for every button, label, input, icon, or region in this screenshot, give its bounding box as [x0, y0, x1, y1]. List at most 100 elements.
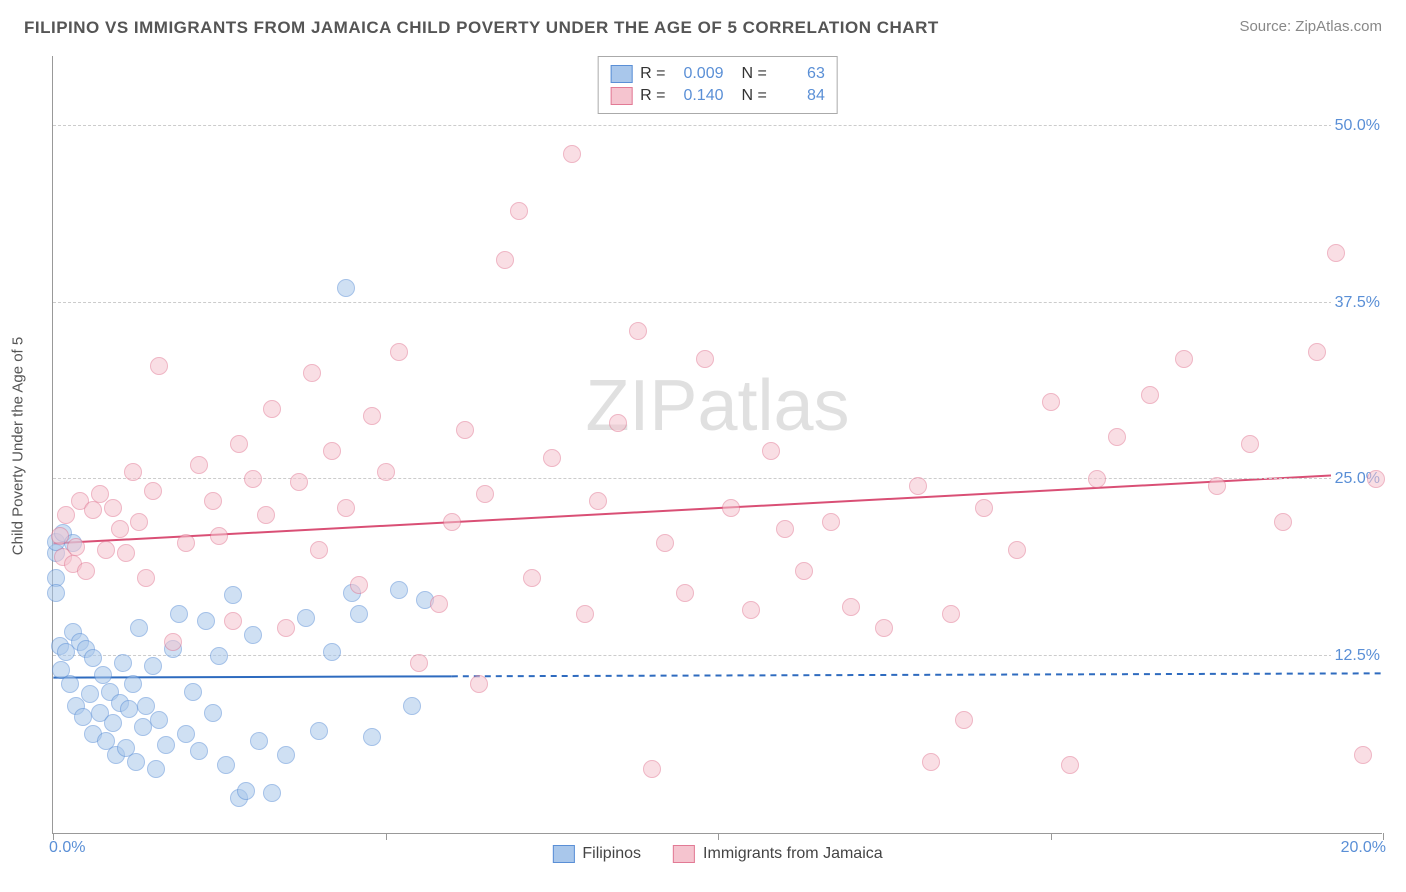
- scatter-point: [403, 697, 421, 715]
- scatter-point: [170, 605, 188, 623]
- scatter-point: [643, 760, 661, 778]
- scatter-point: [337, 279, 355, 297]
- scatter-point: [297, 609, 315, 627]
- scatter-point: [470, 675, 488, 693]
- scatter-point: [842, 598, 860, 616]
- scatter-point: [975, 499, 993, 517]
- scatter-point: [190, 742, 208, 760]
- scatter-point: [81, 685, 99, 703]
- scatter-point: [942, 605, 960, 623]
- chart-title: FILIPINO VS IMMIGRANTS FROM JAMAICA CHIL…: [24, 18, 939, 38]
- legend-label: Immigrants from Jamaica: [703, 845, 883, 863]
- legend-swatch: [673, 845, 695, 863]
- scatter-point: [237, 782, 255, 800]
- scatter-point: [722, 499, 740, 517]
- scatter-point: [144, 482, 162, 500]
- scatter-point: [656, 534, 674, 552]
- scatter-point: [230, 435, 248, 453]
- legend-swatch: [552, 845, 574, 863]
- scatter-point: [1141, 386, 1159, 404]
- watermark: ZIPatlas: [585, 365, 849, 447]
- scatter-point: [190, 456, 208, 474]
- scatter-point: [210, 527, 228, 545]
- scatter-point: [410, 654, 428, 672]
- stats-row: R =0.140N =84: [610, 85, 825, 107]
- scatter-point: [363, 728, 381, 746]
- plot-area: ZIPatlas R =0.009N =63R =0.140N =84 0.0%…: [52, 56, 1382, 834]
- scatter-point: [130, 513, 148, 531]
- scatter-point: [91, 485, 109, 503]
- scatter-point: [1354, 746, 1372, 764]
- scatter-point: [57, 506, 75, 524]
- scatter-point: [456, 421, 474, 439]
- scatter-point: [510, 202, 528, 220]
- scatter-point: [84, 649, 102, 667]
- scatter-point: [363, 407, 381, 425]
- scatter-point: [277, 746, 295, 764]
- y-axis-label: Child Poverty Under the Age of 5: [10, 337, 27, 555]
- scatter-point: [94, 666, 112, 684]
- scatter-point: [127, 753, 145, 771]
- scatter-point: [955, 711, 973, 729]
- scatter-point: [390, 343, 408, 361]
- stat-r-value: 0.009: [674, 65, 724, 83]
- x-tick: [1383, 833, 1384, 840]
- scatter-point: [350, 576, 368, 594]
- y-tick-label: 12.5%: [1331, 647, 1384, 665]
- scatter-point: [150, 357, 168, 375]
- scatter-point: [263, 400, 281, 418]
- scatter-point: [204, 492, 222, 510]
- stat-r-label: R =: [640, 65, 665, 83]
- stat-r-label: R =: [640, 87, 665, 105]
- stat-n-value: 63: [775, 65, 825, 83]
- stat-r-value: 0.140: [674, 87, 724, 105]
- scatter-point: [263, 784, 281, 802]
- scatter-point: [337, 499, 355, 517]
- scatter-point: [310, 722, 328, 740]
- scatter-point: [430, 595, 448, 613]
- scatter-point: [323, 442, 341, 460]
- scatter-point: [277, 619, 295, 637]
- scatter-point: [184, 683, 202, 701]
- scatter-point: [210, 647, 228, 665]
- scatter-point: [77, 562, 95, 580]
- scatter-point: [164, 633, 182, 651]
- x-tick: [53, 833, 54, 840]
- scatter-point: [197, 612, 215, 630]
- scatter-point: [922, 753, 940, 771]
- scatter-point: [762, 442, 780, 460]
- scatter-point: [1175, 350, 1193, 368]
- scatter-point: [137, 697, 155, 715]
- x-tick: [1051, 833, 1052, 840]
- scatter-point: [310, 541, 328, 559]
- scatter-point: [147, 760, 165, 778]
- scatter-point: [609, 414, 627, 432]
- scatter-point: [134, 718, 152, 736]
- scatter-point: [114, 654, 132, 672]
- scatter-point: [61, 675, 79, 693]
- scatter-point: [97, 541, 115, 559]
- scatter-point: [776, 520, 794, 538]
- gridline: [53, 125, 1382, 126]
- scatter-point: [1367, 470, 1385, 488]
- scatter-point: [124, 675, 142, 693]
- scatter-point: [1061, 756, 1079, 774]
- scatter-point: [350, 605, 368, 623]
- scatter-point: [1008, 541, 1026, 559]
- scatter-point: [476, 485, 494, 503]
- scatter-point: [496, 251, 514, 269]
- scatter-point: [224, 586, 242, 604]
- scatter-point: [1088, 470, 1106, 488]
- scatter-point: [563, 145, 581, 163]
- legend-label: Filipinos: [582, 845, 641, 863]
- scatter-point: [1241, 435, 1259, 453]
- legend-item: Immigrants from Jamaica: [673, 845, 883, 863]
- x-tick: [718, 833, 719, 840]
- scatter-point: [543, 449, 561, 467]
- scatter-point: [150, 711, 168, 729]
- stat-n-value: 84: [775, 87, 825, 105]
- scatter-point: [323, 643, 341, 661]
- scatter-point: [1108, 428, 1126, 446]
- legend-swatch: [610, 87, 632, 105]
- scatter-point: [111, 520, 129, 538]
